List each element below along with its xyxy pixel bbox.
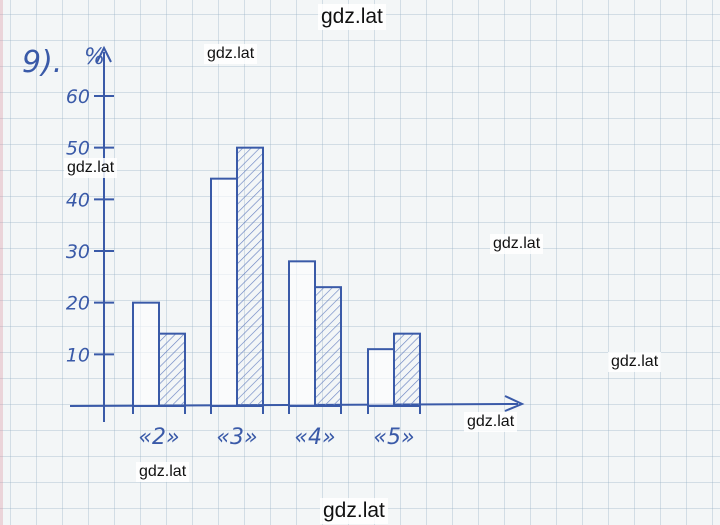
x-tick-label: «5»	[373, 425, 414, 450]
bars	[132, 146, 421, 408]
y-axis-arrow	[96, 45, 112, 63]
watermark-text: gdz.lat	[320, 498, 388, 524]
watermark-text: gdz.lat	[204, 44, 258, 64]
y-tick-label: 60	[66, 86, 90, 108]
watermark-text: gdz.lat	[64, 158, 118, 178]
x-axis-arrow	[504, 395, 525, 412]
hatched-bar-1	[158, 332, 186, 407]
problem-number: 9).	[22, 45, 62, 80]
y-tick-label: 50	[66, 138, 90, 160]
x-tick-label: «2»	[138, 425, 179, 450]
y-ticks: 10 20 30 40 50 60	[66, 86, 114, 366]
outline-bar-4	[367, 348, 395, 407]
y-tick-label: 40	[66, 189, 90, 211]
watermark-text: gdz.lat	[608, 352, 662, 372]
watermark-text: gdz.lat	[464, 412, 518, 432]
y-tick-label: 20	[66, 293, 90, 315]
watermark-text: gdz.lat	[318, 4, 386, 30]
outline-bar-2	[210, 177, 238, 407]
outline-bar-3	[288, 260, 316, 408]
x-tick-label: «4»	[294, 425, 335, 450]
hatched-bar-2	[236, 146, 264, 408]
watermark-text: gdz.lat	[490, 234, 544, 254]
x-ticks: «2» «3» «4» «5»	[132, 398, 421, 450]
hatched-bar-4	[393, 332, 421, 407]
notebook-margin-line	[0, 0, 3, 525]
y-tick-label: 30	[66, 241, 90, 263]
y-tick-label: 10	[66, 344, 90, 366]
outline-bar-1	[132, 301, 160, 407]
hatched-bar-3	[314, 286, 342, 407]
x-tick-label: «3»	[216, 425, 257, 450]
watermark-text: gdz.lat	[136, 462, 190, 482]
y-axis-label: %	[84, 45, 105, 70]
